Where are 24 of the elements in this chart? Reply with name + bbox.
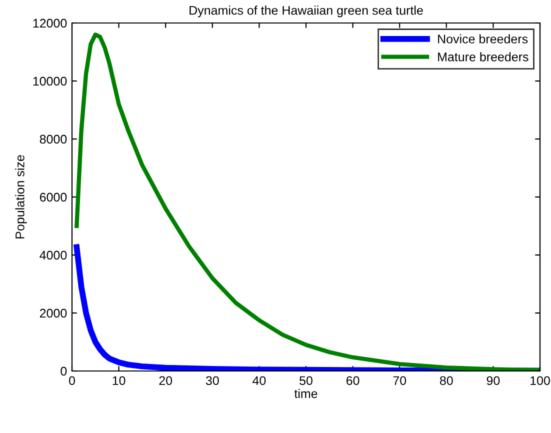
legend-label: Novice breeders	[438, 34, 528, 44]
x-tick-label: 50	[300, 376, 312, 386]
y-tick-label: 2000	[40, 308, 67, 318]
x-tick-label: 0	[69, 376, 75, 386]
y-axis-title: Population size	[15, 155, 27, 238]
x-tick-label: 100	[530, 376, 550, 386]
x-tick-label: 70	[393, 376, 406, 386]
y-tick-label: 8000	[40, 134, 67, 144]
x-tick-label: 20	[159, 376, 172, 386]
x-tick-label: 40	[252, 376, 266, 386]
x-axis-title: time	[294, 388, 318, 398]
y-tick-label: 12000	[33, 18, 67, 28]
y-tick-label: 0	[60, 366, 67, 376]
y-tick-label: 10000	[33, 76, 67, 86]
y-tick-label: 4000	[40, 250, 67, 260]
x-tick-label: 90	[486, 376, 500, 386]
line-series	[74, 32, 540, 371]
x-tick-label: 80	[440, 376, 453, 386]
legend-label: Mature breeders	[438, 52, 528, 62]
x-tick-label: 60	[346, 376, 360, 386]
y-tick-label: 6000	[40, 192, 67, 202]
chart-title: Dynamics of the Hawaiian green sea turtle	[190, 6, 423, 18]
x-tick-label: 30	[206, 376, 219, 386]
x-tick-label: 10	[112, 376, 126, 386]
